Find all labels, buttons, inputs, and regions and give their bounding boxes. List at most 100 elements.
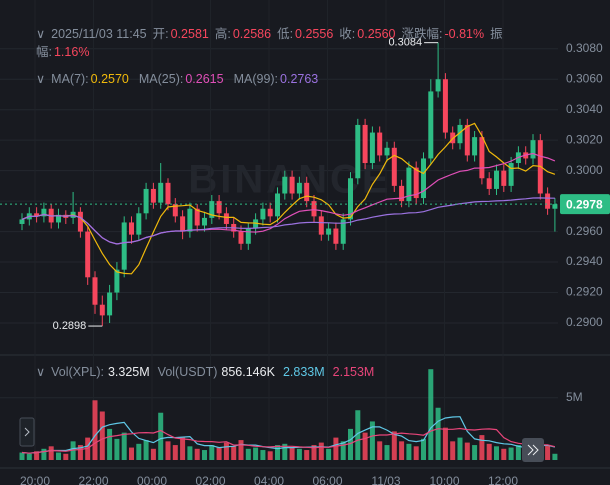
volume-bar xyxy=(428,369,434,460)
candle-body xyxy=(304,182,310,202)
candle-body xyxy=(267,208,273,217)
volume-bar xyxy=(48,446,54,460)
y-tick-label: 0.2900 xyxy=(566,315,603,329)
volume-bar xyxy=(187,446,193,460)
volume-bar xyxy=(333,437,339,460)
volume-bar xyxy=(41,448,47,460)
ma-value: 0.2763 xyxy=(280,72,319,86)
volume-bar xyxy=(19,452,25,460)
vol-ma-line xyxy=(21,427,556,454)
volume-bar xyxy=(304,450,310,460)
scroll-left-icon xyxy=(24,427,30,437)
x-tick-label: 06:00 xyxy=(312,474,342,485)
volume-bar xyxy=(486,443,492,460)
volume-bar xyxy=(508,447,514,460)
volume-bar xyxy=(289,447,295,460)
volume-bar xyxy=(260,450,266,460)
volume-bar xyxy=(238,440,244,460)
volume-bar xyxy=(99,411,105,460)
candle-body xyxy=(552,204,558,209)
candle-body xyxy=(129,222,134,235)
volume-bar xyxy=(150,448,156,460)
volume-bar xyxy=(223,442,229,460)
y-tick-label: 0.3060 xyxy=(566,71,603,85)
volume-bar xyxy=(34,451,40,460)
volume-bar xyxy=(165,441,171,460)
candle-body xyxy=(121,222,127,270)
vol-value: 3.325M xyxy=(107,365,150,379)
candle-body xyxy=(56,214,61,223)
x-tick-label: 00:00 xyxy=(137,474,167,485)
candle-body xyxy=(209,201,215,218)
candle-body xyxy=(238,231,244,244)
candle-body xyxy=(158,182,164,203)
volume-bar xyxy=(267,451,273,460)
candle-body xyxy=(530,140,536,159)
volume-bar xyxy=(501,448,507,460)
min-label: 0.2898 xyxy=(53,320,87,332)
candle-body xyxy=(479,137,485,179)
candle-body xyxy=(464,124,470,156)
volume-bar xyxy=(209,445,215,460)
volume-bar xyxy=(245,448,251,460)
candle-body xyxy=(406,167,412,202)
x-tick-label: 11/03 xyxy=(371,474,400,485)
candle-body xyxy=(41,208,47,217)
vol-value: 2.153M xyxy=(332,365,375,379)
volume-bar xyxy=(114,438,120,460)
ohlc-legend: ∨ 2025/11/03 11:45 开: 0.2581 高: 0.2586 低: 0.255… xyxy=(36,25,526,61)
ma-line xyxy=(21,197,555,245)
x-tick-label: 04:00 xyxy=(254,474,284,485)
volume-bar xyxy=(457,437,463,460)
y-tick-label: 0.2920 xyxy=(566,285,603,299)
volume-bar xyxy=(129,447,134,460)
volume-bar xyxy=(194,448,200,460)
candle-body xyxy=(472,137,478,156)
candle-body xyxy=(150,188,156,203)
volume-bar xyxy=(552,453,558,460)
volume-bar xyxy=(143,440,149,460)
ohlc-value: 0.2586 xyxy=(232,27,272,41)
candle-body xyxy=(172,204,178,217)
candle-body xyxy=(435,79,441,92)
volume-bar xyxy=(77,445,83,460)
candle-body xyxy=(34,213,40,217)
candle-body xyxy=(107,292,113,316)
ohlc-value: 0.2581 xyxy=(170,27,209,41)
x-tick-label: 02:00 xyxy=(195,474,225,485)
volume-bar xyxy=(121,432,127,460)
candle-body xyxy=(442,79,448,133)
ohlc-value: 0.2560 xyxy=(357,27,396,41)
candle-body xyxy=(348,178,353,220)
chevron: ∨ xyxy=(36,72,46,86)
volume-bar xyxy=(282,443,288,460)
volume-bar xyxy=(70,441,76,460)
volume-bar xyxy=(136,443,142,460)
candle-body xyxy=(318,216,324,235)
ma-label: MA(7): xyxy=(51,72,89,86)
candle-body xyxy=(311,201,317,217)
y-tick-label: 0.2940 xyxy=(566,254,603,268)
scroll-left-button[interactable] xyxy=(19,417,35,447)
volume-bar xyxy=(318,442,324,460)
chevron: ∨ xyxy=(36,27,46,41)
volume-bar xyxy=(406,443,412,460)
candle-body xyxy=(289,176,295,194)
volume-bar xyxy=(450,441,456,460)
x-tick-label: 12:00 xyxy=(488,474,518,485)
candle-body xyxy=(413,167,419,199)
candle-body xyxy=(326,228,332,235)
volume-bar xyxy=(202,450,207,460)
volume-bar xyxy=(464,442,470,460)
x-tick-label: 20:00 xyxy=(20,474,50,485)
candle-body xyxy=(180,216,186,232)
last-price-label: 0.2978 xyxy=(566,197,603,211)
candle-body xyxy=(501,170,507,186)
candle-body xyxy=(545,193,551,209)
volume-bar xyxy=(340,441,346,460)
candle-body xyxy=(296,182,302,194)
ohlc-value: 1.16% xyxy=(53,45,90,59)
ohlc-label: 低: xyxy=(277,27,294,41)
candle-body xyxy=(428,91,434,159)
